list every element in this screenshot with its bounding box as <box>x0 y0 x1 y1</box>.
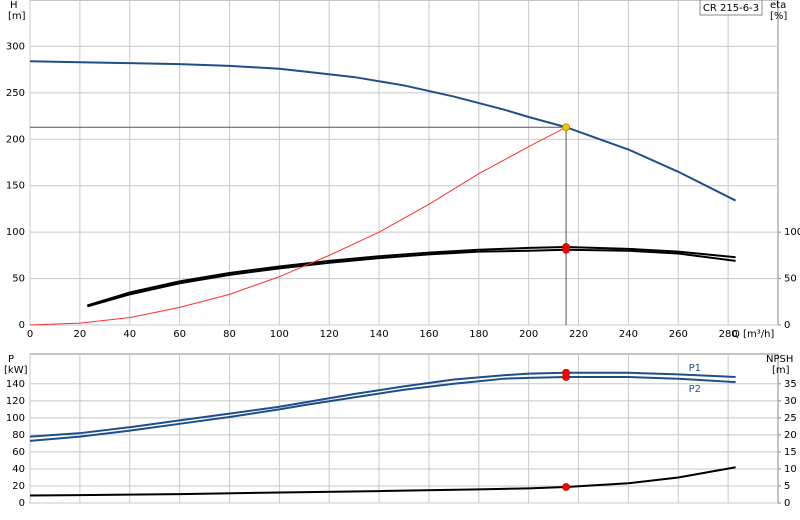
operating-point <box>562 123 570 132</box>
curve <box>29 371 736 438</box>
x-tick-label: 180 <box>469 329 488 340</box>
y-tick-label: 100 <box>6 227 25 238</box>
y-tick-label: 20 <box>12 481 25 492</box>
curve <box>87 245 736 307</box>
operating-point <box>562 483 570 491</box>
y-tick-label: 250 <box>6 88 25 99</box>
operating-point <box>562 373 570 381</box>
y-axis-unit: [m] <box>8 11 26 22</box>
x-tick-label: 100 <box>270 329 289 340</box>
y-tick-label: 200 <box>6 134 25 145</box>
y2-tick-label: 35 <box>784 379 797 390</box>
y-axis-unit: [kW] <box>4 365 28 376</box>
y-tick-label: 100 <box>6 413 25 424</box>
x-tick-label: 60 <box>173 329 186 340</box>
y2-tick-label: 0 <box>784 320 790 331</box>
plot-area <box>29 0 779 326</box>
x-tick-label: 0 <box>27 329 33 340</box>
x-tick-label: 240 <box>619 329 638 340</box>
y-tick-label: 60 <box>12 447 25 458</box>
y-tick-label: 40 <box>12 464 25 475</box>
y2-tick-label: 15 <box>784 447 797 458</box>
y2-tick-label: 10 <box>784 464 797 475</box>
x-tick-label: 120 <box>320 329 339 340</box>
y2-axis-label: eta <box>770 0 786 11</box>
x-tick-label: 160 <box>419 329 438 340</box>
curve <box>87 248 736 308</box>
x-tick-label: 20 <box>73 329 86 340</box>
y2-tick-label: 50 <box>784 274 797 285</box>
y2-axis-label: NPSH <box>766 354 793 365</box>
curve <box>29 375 736 442</box>
y2-axis-unit: [%] <box>770 11 787 22</box>
y2-tick-label: 20 <box>784 430 797 441</box>
model-box <box>699 0 763 16</box>
y-axis-label: H <box>10 0 18 11</box>
y2-tick-label: 5 <box>784 481 790 492</box>
y-tick-label: 140 <box>6 379 25 390</box>
y-axis-label: P <box>8 354 14 365</box>
x-tick-label: 80 <box>223 329 236 340</box>
y-tick-label: 50 <box>12 274 25 285</box>
y-tick-label: 0 <box>19 320 25 331</box>
y-tick-label: 80 <box>12 430 25 441</box>
x-tick-label: 200 <box>519 329 538 340</box>
curve <box>29 466 736 497</box>
series-label: P1 <box>689 363 701 374</box>
y-tick-label: 0 <box>19 498 25 509</box>
x-tick-label: 40 <box>123 329 136 340</box>
series-label: P2 <box>689 384 701 395</box>
y2-axis-unit: [m] <box>772 365 790 376</box>
curve <box>29 126 567 326</box>
y-tick-label: 120 <box>6 396 25 407</box>
x-tick-label: 220 <box>569 329 588 340</box>
y2-tick-label: 30 <box>784 396 797 407</box>
y-tick-label: 300 <box>6 41 25 52</box>
y2-tick-label: 25 <box>784 413 797 424</box>
x-tick-label: 140 <box>370 329 389 340</box>
y2-tick-label: 0 <box>784 498 790 509</box>
model-label: CR 215-6-3 <box>703 3 759 14</box>
x-tick-label: 260 <box>669 329 688 340</box>
y-tick-label: 150 <box>6 181 25 192</box>
operating-point <box>562 245 570 254</box>
curve <box>29 60 737 202</box>
x-axis-label: Q [m³/h] <box>732 329 774 340</box>
y2-tick-label: 100 <box>784 227 800 238</box>
x-tick-label: 280 <box>719 329 738 340</box>
